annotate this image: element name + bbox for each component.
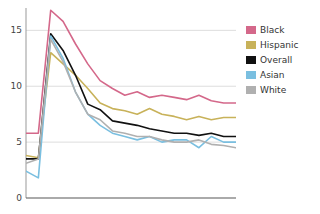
y-axis-line [26,8,27,198]
lines [26,10,236,178]
legend-label: Black [260,25,285,35]
series-line [26,36,236,178]
legend-swatch [246,86,256,94]
legend-swatch [246,41,256,49]
grid-line [26,198,236,199]
legend-swatch [246,56,256,64]
y-tick-label: 15 [11,25,22,35]
grid-line [26,30,236,31]
legend-swatch [246,71,256,79]
legend-label: Hispanic [260,40,298,50]
series-line [26,10,236,133]
y-tick-label: 5 [16,137,22,147]
series-line [26,39,236,163]
legend-label: White [260,85,287,95]
legend-label: Asian [260,70,285,80]
legend-label: Overall [260,55,292,65]
legend-swatch [246,26,256,34]
y-tick-label: 0 [16,193,22,203]
y-tick-label: 10 [11,81,23,91]
chart: 0 5 10 15 Black Hispanic Overall Asian White [0,0,320,214]
x-axis-line [26,198,236,199]
grid-line [26,86,236,87]
